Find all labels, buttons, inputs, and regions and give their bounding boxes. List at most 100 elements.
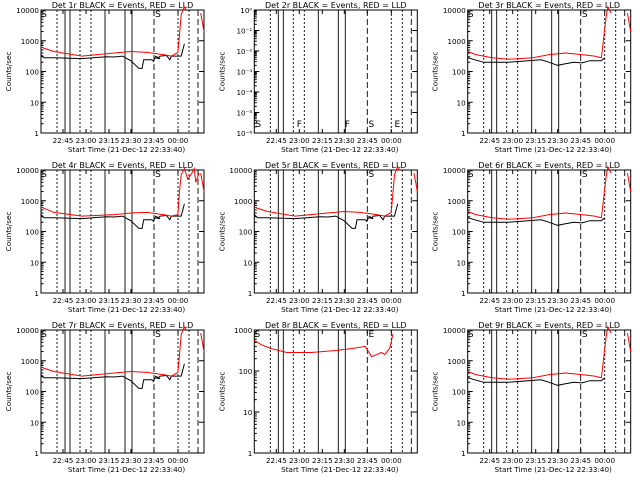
y-tick-label: 1 bbox=[461, 449, 466, 458]
x-axis-label: Start Time (21-Dec-12 22:33:40) bbox=[281, 305, 398, 314]
x-tick-label: 23:45 bbox=[570, 136, 591, 145]
y-tick-label: 10000 bbox=[16, 6, 39, 15]
x-tick-label: 22:45 bbox=[479, 296, 500, 305]
series-lld-tail bbox=[200, 13, 205, 32]
y-tick-label: 10⁻¹ bbox=[236, 27, 252, 36]
plot-frame bbox=[467, 9, 632, 134]
y-tick-label: 10 bbox=[457, 98, 467, 107]
y-tick-label: 1000 bbox=[234, 326, 253, 335]
panel-title: Det 4r BLACK = Events, RED = LLD bbox=[52, 161, 194, 170]
panel-det-3: Det 3r BLACK = Events, RED = LLD 1 10 100 10… bbox=[431, 1, 632, 154]
y-tick-label: 1 bbox=[34, 129, 39, 138]
x-tick-label: 22:45 bbox=[266, 136, 287, 145]
x-tick-label: 22:45 bbox=[53, 136, 74, 145]
panel-det-9: Det 9r BLACK = Events, RED = LLD 1 10 100 10… bbox=[431, 321, 632, 474]
x-tick-label: 23:00 bbox=[76, 296, 97, 305]
event-marker: E bbox=[394, 120, 400, 130]
series-lld-tail bbox=[626, 333, 632, 352]
y-tick-label: 10 bbox=[457, 418, 467, 427]
y-tick-label: 10000 bbox=[16, 166, 39, 175]
x-tick-label: 23:30 bbox=[121, 296, 142, 305]
event-marker: S bbox=[368, 120, 374, 130]
series-events bbox=[467, 217, 605, 226]
y-axis-label: Counts/sec bbox=[217, 212, 226, 252]
x-tick-label: 23:30 bbox=[334, 456, 355, 465]
x-tick-label: 00:00 bbox=[381, 296, 402, 305]
y-axis-label: Counts/sec bbox=[217, 372, 226, 412]
series-lld bbox=[40, 325, 187, 377]
y-axis-label: Counts/sec bbox=[431, 212, 440, 252]
panel-title: Det 6r BLACK = Events, RED = LLD bbox=[478, 161, 620, 170]
y-tick-label: 1000 bbox=[447, 197, 466, 206]
x-axis-label: Start Time (21-Dec-12 22:33:40) bbox=[495, 305, 612, 314]
x-tick-label: 23:45 bbox=[144, 456, 165, 465]
y-tick-label: 10000 bbox=[443, 166, 466, 175]
event-marker: S bbox=[155, 170, 161, 180]
y-tick-label: 1000 bbox=[21, 37, 40, 46]
x-tick-label: 22:45 bbox=[479, 136, 500, 145]
y-tick-label: 10 bbox=[30, 258, 40, 267]
x-tick-label: 00:00 bbox=[381, 136, 402, 145]
x-axis-label: Start Time (21-Dec-12 22:33:40) bbox=[281, 465, 398, 474]
x-tick-label: 23:30 bbox=[121, 136, 142, 145]
series-lld bbox=[40, 5, 187, 57]
panel-title: Det 8r BLACK = Events, RED = LLD bbox=[265, 321, 407, 330]
x-tick-label: 23:30 bbox=[334, 296, 355, 305]
x-tick-label: 22:45 bbox=[53, 296, 74, 305]
series-lld-tail bbox=[200, 333, 205, 352]
series-events bbox=[467, 377, 605, 386]
x-tick-label: 00:00 bbox=[168, 456, 189, 465]
x-tick-label: 22:45 bbox=[266, 296, 287, 305]
x-tick-label: 22:45 bbox=[53, 456, 74, 465]
y-tick-label: 10 bbox=[457, 258, 467, 267]
x-tick-label: 23:15 bbox=[99, 136, 120, 145]
y-tick-label: 10⁻³ bbox=[236, 68, 252, 77]
panel-det-8: Det 8r BLACK = Events, RED = LLD 1 10 100 10… bbox=[217, 321, 418, 474]
series-lld bbox=[254, 165, 400, 217]
panel-title: Det 9r BLACK = Events, RED = LLD bbox=[478, 321, 620, 330]
plot-frame bbox=[467, 169, 632, 294]
y-tick-label: 1000 bbox=[447, 37, 466, 46]
panel-title: Det 5r BLACK = Events, RED = LLD bbox=[265, 161, 407, 170]
x-tick-label: 23:00 bbox=[502, 296, 523, 305]
x-tick-label: 23:15 bbox=[99, 456, 120, 465]
y-tick-label: 100 bbox=[452, 388, 466, 397]
y-tick-label: 10⁻⁴ bbox=[236, 88, 252, 97]
x-tick-label: 23:00 bbox=[289, 136, 310, 145]
y-axis-label: Counts/sec bbox=[431, 52, 440, 92]
y-tick-label: 10⁻² bbox=[236, 47, 252, 56]
x-tick-label: 00:00 bbox=[594, 136, 615, 145]
plot-frame bbox=[253, 329, 418, 454]
x-tick-label: 22:45 bbox=[479, 456, 500, 465]
series-events bbox=[40, 43, 185, 69]
x-tick-label: 23:00 bbox=[502, 456, 523, 465]
y-tick-label: 100 bbox=[25, 228, 39, 237]
y-tick-label: 10 bbox=[243, 408, 253, 417]
x-tick-label: 23:15 bbox=[525, 296, 546, 305]
y-tick-label: 1000 bbox=[234, 197, 253, 206]
x-tick-label: 23:15 bbox=[525, 456, 546, 465]
event-marker: S bbox=[468, 330, 474, 340]
event-marker: S bbox=[155, 330, 161, 340]
x-tick-label: 23:45 bbox=[357, 456, 378, 465]
y-tick-label: 100 bbox=[452, 228, 466, 237]
y-tick-label: 1000 bbox=[447, 357, 466, 366]
y-tick-label: 1000 bbox=[21, 357, 40, 366]
series-events bbox=[40, 203, 185, 229]
x-tick-label: 23:15 bbox=[312, 456, 333, 465]
y-tick-label: 10000 bbox=[16, 326, 39, 335]
y-tick-label: 10000 bbox=[443, 326, 466, 335]
y-axis-label: Counts/sec bbox=[4, 372, 13, 412]
event-marker: S bbox=[368, 170, 374, 180]
x-tick-label: 23:30 bbox=[547, 296, 568, 305]
x-axis-label: Start Time (21-Dec-12 22:33:40) bbox=[495, 145, 612, 154]
panel-title: Det 1r BLACK = Events, RED = LLD bbox=[52, 1, 194, 10]
event-marker: S bbox=[255, 120, 261, 130]
y-tick-label: 100 bbox=[239, 228, 253, 237]
y-tick-label: 1000 bbox=[21, 197, 40, 206]
event-marker: S bbox=[582, 170, 588, 180]
series-lld-tail bbox=[413, 173, 418, 192]
x-tick-label: 23:45 bbox=[144, 136, 165, 145]
panel-det-5: Det 5r BLACK = Events, RED = LLD 1 10 100 10… bbox=[217, 161, 418, 314]
x-tick-label: 00:00 bbox=[381, 456, 402, 465]
